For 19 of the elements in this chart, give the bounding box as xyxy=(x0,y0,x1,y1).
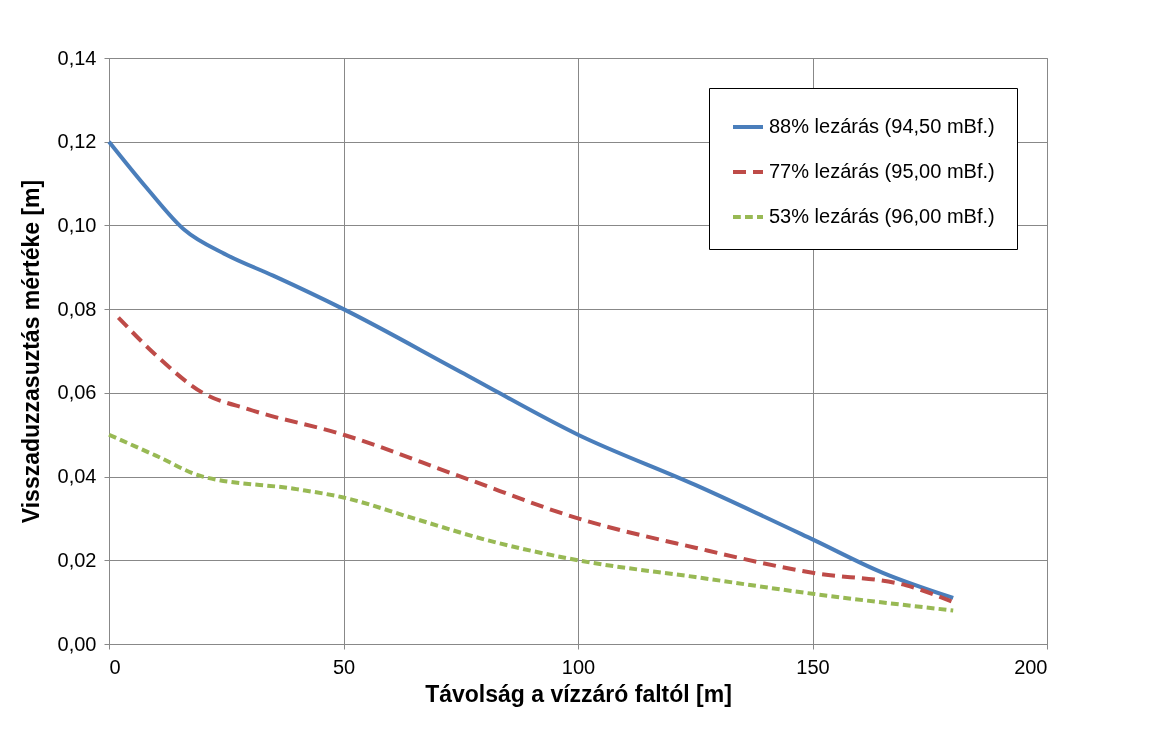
y-tick-label: 0,00 xyxy=(57,632,97,655)
y-tick-label: 0,06 xyxy=(57,381,97,404)
x-tick-label: 150 xyxy=(796,655,830,678)
x-tick-label: 0 xyxy=(109,655,121,678)
y-tick-label: 0,12 xyxy=(57,130,97,153)
legend-label: 53% lezárás (96,00 mBf.) xyxy=(769,205,995,227)
legend-label: 77% lezárás (95,00 mBf.) xyxy=(769,160,995,182)
x-tick-label: 50 xyxy=(332,655,356,678)
x-tick-label: 200 xyxy=(1014,655,1048,678)
x-tick-label: 100 xyxy=(561,655,596,678)
y-tick-label: 0,02 xyxy=(57,548,97,571)
legend-label: 88% lezárás (94,50 mBf.) xyxy=(769,115,995,137)
x-axis-title: Távolság a vízzáró faltól [m] xyxy=(425,680,732,707)
line-series xyxy=(107,432,956,613)
y-tick-label: 0,14 xyxy=(57,46,97,69)
y-tick-label: 0,08 xyxy=(57,297,97,320)
y-tick-label: 0,10 xyxy=(57,213,97,236)
y-axis-title: Visszaduzzasuztás mértéke [m] xyxy=(17,179,44,524)
y-tick-label: 0,04 xyxy=(57,465,97,488)
